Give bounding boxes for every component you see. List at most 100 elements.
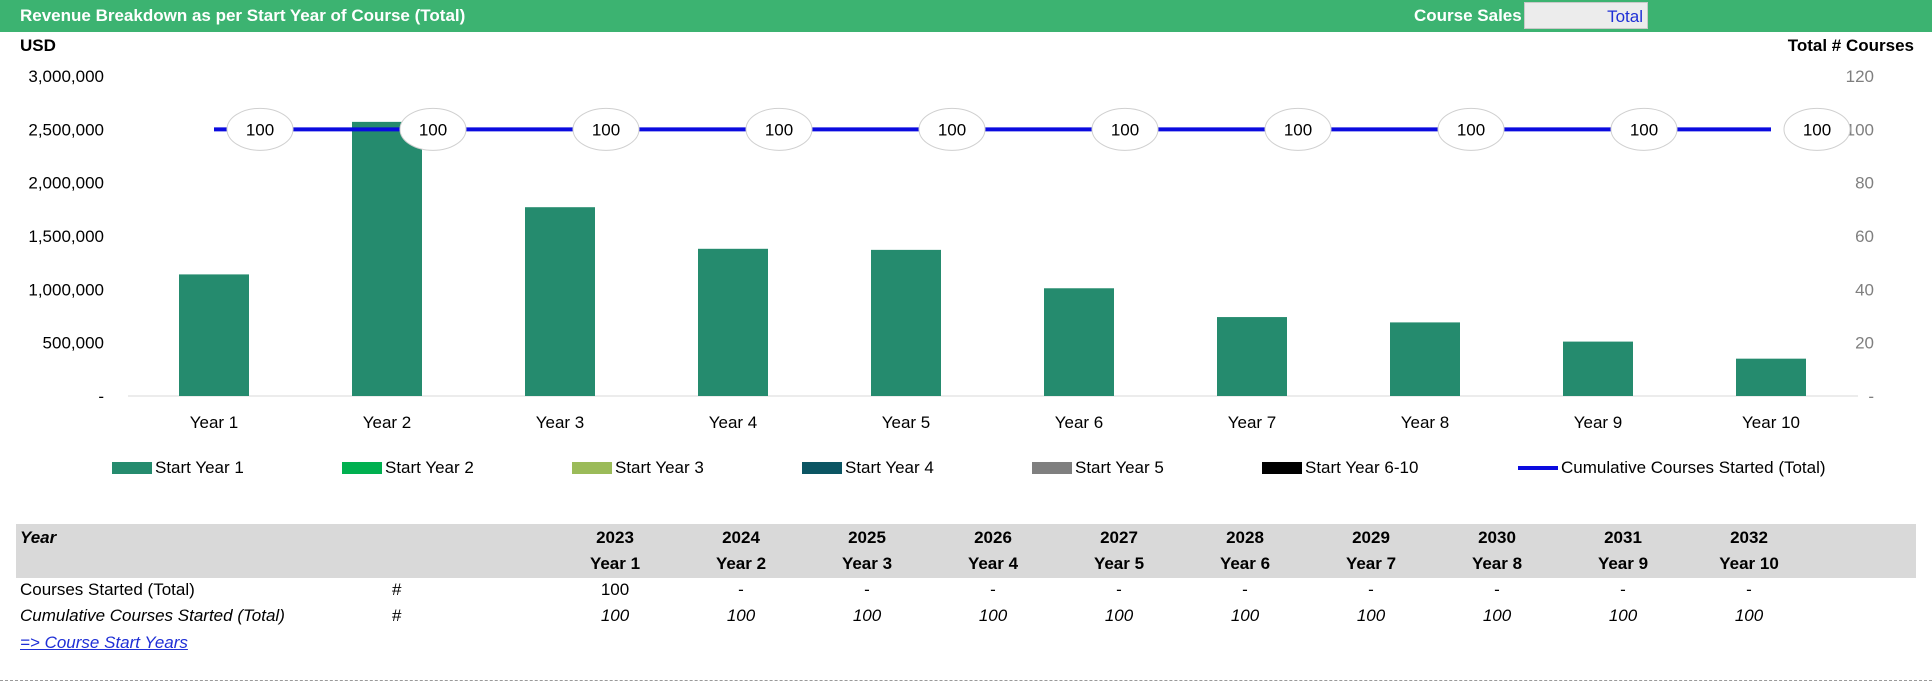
bar-1-3 [525,207,595,396]
legend-item-start-year-3: Start Year 3 [572,458,704,478]
legend-line-cumulative-courses [1518,466,1558,470]
legend-swatch-start-year-6-10 [1262,462,1302,474]
legend-swatch-start-year-2 [342,462,382,474]
table-cell: - [1368,580,1374,599]
calendar-year-header: 2028 [1226,528,1264,547]
table-cell: 100 [1608,606,1638,625]
table-cell: 100 [852,606,882,625]
y2-tick-label: 80 [1855,174,1874,193]
table-cell: - [1746,580,1752,599]
table-cell: - [1494,580,1500,599]
y-tick-label: 3,000,000 [28,67,104,86]
data-label: 100 [592,120,620,139]
table-cell: - [1116,580,1122,599]
x-tick-label: Year 1 [190,413,239,432]
bar-1-7 [1217,317,1287,396]
row-unit-courses-started: # [392,580,402,599]
data-label-bubble [226,107,294,151]
table-cell: 100 [726,606,756,625]
bar-1-9 [1563,341,1633,396]
table-cell: 100 [1356,606,1386,625]
data-label: 100 [246,120,274,139]
y2-tick-label: 100 [1846,120,1874,139]
calendar-year-header: 2025 [848,528,886,547]
data-label-bubble [745,107,813,151]
x-tick-label: Year 8 [1401,413,1450,432]
y2-tick-label: 120 [1846,67,1874,86]
year-label-header: Year 3 [841,554,893,573]
data-label: 100 [1284,120,1312,139]
x-axis-ticks: Year 1 Year 2 Year 3 Year 4 Year 5 Year 6 Year… [190,413,1800,432]
table-cell: 100 [978,606,1008,625]
course-sales-dropdown-value: Total [1607,7,1643,26]
x-tick-label: Year 5 [882,413,931,432]
bar-1-2 [352,121,422,396]
calendar-year-header: 2024 [722,528,760,547]
legend-label: Start Year 1 [155,458,244,477]
course-sales-label: Course Sales [1414,6,1522,25]
year-label-header: Year 5 [1093,554,1145,573]
calendar-year-header: 2026 [974,528,1012,547]
legend-label: Start Year 4 [845,458,934,477]
legend-item-start-year-5: Start Year 5 [1032,458,1164,478]
table-cell: - [990,580,996,599]
course-sales-dropdown[interactable]: Total [1524,2,1648,29]
table-cell: 100 [1482,606,1512,625]
legend-label: Start Year 3 [615,458,704,477]
data-label: 100 [938,120,966,139]
calendar-year-header: 2030 [1478,528,1516,547]
bar-1-4 [698,248,768,396]
y-tick-label: 500,000 [43,334,104,353]
legend-label: Start Year 5 [1075,458,1164,477]
table-cell: 100 [1230,606,1260,625]
year-label-header: Year 1 [589,554,641,573]
row-label-cumulative-courses: Cumulative Courses Started (Total) [20,606,285,625]
chart-legend: Start Year 1 Start Year 2 Start Year 3 S… [0,456,1932,484]
course-start-years-link[interactable]: => Course Start Years [20,633,188,652]
legend-swatch-start-year-4 [802,462,842,474]
data-label-bubble [1783,107,1851,151]
data-label: 100 [1803,120,1831,139]
legend-item-start-year-1: Start Year 1 [112,458,244,478]
year-label-header: Year 8 [1471,554,1523,573]
legend-label: Cumulative Courses Started (Total) [1561,458,1826,477]
data-label-bubble [1091,107,1159,151]
header-bar: Revenue Breakdown as per Start Year of C… [0,0,1932,32]
bar-1-6 [1044,288,1114,396]
y2-tick-label: - [1868,387,1874,406]
legend-item-start-year-6-10: Start Year 6-10 [1262,458,1418,478]
bottom-divider [0,680,1932,681]
legend-label: Start Year 6-10 [1305,458,1419,477]
y-tick-label: 2,500,000 [28,120,104,139]
calendar-year-header: 2027 [1100,528,1138,547]
row-label-courses-started: Courses Started (Total) [20,580,195,599]
legend-swatch-start-year-1 [112,462,152,474]
revenue-chart: USD Total # Courses - 500,000 1,000,000 1,5… [20,36,1914,432]
page-title: Revenue Breakdown as per Start Year of C… [20,6,466,25]
year-label-header: Year 4 [967,554,1019,573]
bar-1-1 [179,274,249,396]
data-label-bubble [1437,107,1505,151]
y-axis-ticks: - 500,000 1,000,000 1,500,000 2,000,000 2,500… [28,67,104,406]
table-cell: 100 [600,606,630,625]
legend-item-start-year-4: Start Year 4 [802,458,934,478]
x-tick-label: Year 3 [536,413,585,432]
legend-item-start-year-2: Start Year 2 [342,458,474,478]
data-label-bubble [572,107,640,151]
y-tick-label: 2,000,000 [28,174,104,193]
year-label-header: Year 7 [1345,554,1397,573]
year-label-header: Year 2 [715,554,767,573]
bar-1-10 [1736,358,1806,396]
table-header-band [16,524,1916,578]
table-cell: 100 [600,580,630,599]
y2-tick-label: 20 [1855,334,1874,353]
legend-swatch-start-year-5 [1032,462,1072,474]
bars-group [179,121,1806,396]
data-label: 100 [419,120,447,139]
data-label: 100 [765,120,793,139]
y-axis-title: USD [20,36,56,55]
y2-tick-label: 60 [1855,227,1874,246]
table-cell: - [1242,580,1248,599]
y-tick-label: 1,000,000 [28,280,104,299]
table-cell: 100 [1734,606,1764,625]
